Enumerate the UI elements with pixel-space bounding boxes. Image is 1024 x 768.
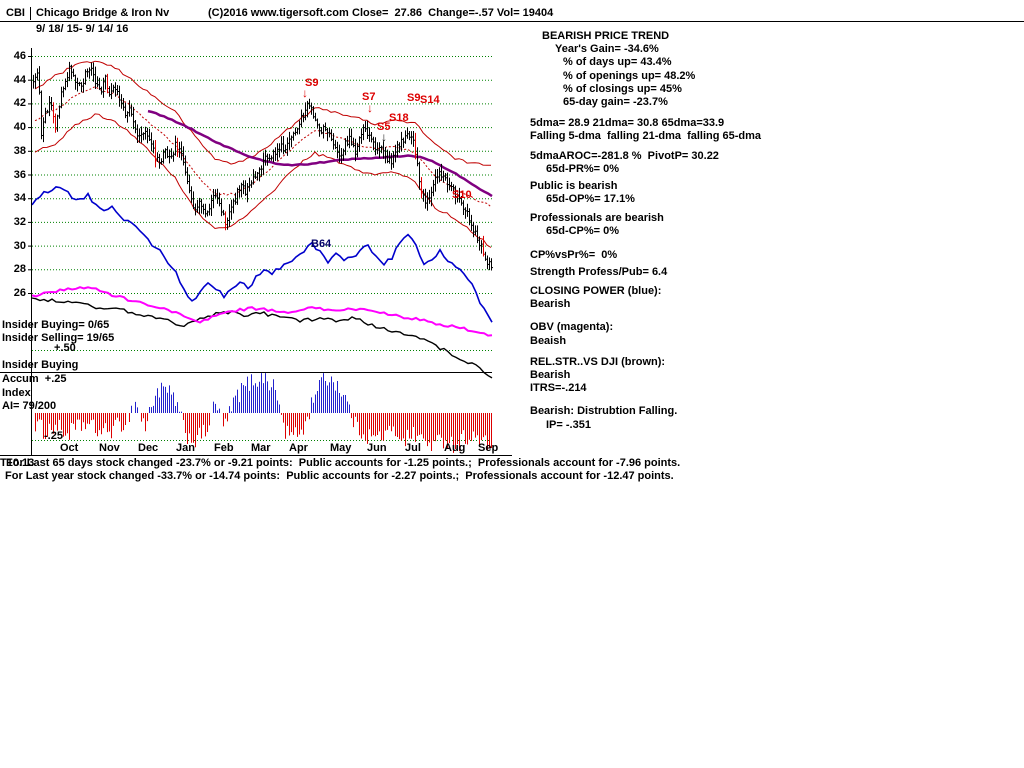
price-tick-label: 32: [13, 216, 26, 228]
price-tick-label: 30: [13, 240, 26, 252]
closing-power-status: Bearish: [530, 298, 571, 311]
price-tick-label: 36: [13, 169, 26, 181]
stat-65d-cp: 65d-CP%= 0%: [546, 225, 620, 238]
summary-line-65day: For Last 65 days stock changed -23.7% or…: [6, 457, 681, 469]
stat-65d-op: 65d-OP%= 17.1%: [546, 193, 635, 206]
professional-sentiment: Professionals are bearish: [530, 212, 664, 225]
signal-label-s5: S5: [377, 121, 391, 133]
rel-str-status: Bearish: [530, 368, 571, 381]
insider-buying-count: Insider Buying= 0/65: [2, 319, 110, 331]
distribution-status: Bearish: Distrubtion Falling.: [530, 405, 678, 418]
stat-65day-gain: 65-day gain= -23.7%: [563, 95, 668, 108]
stat-itrs: ITRS=-.214: [530, 382, 587, 395]
price-tick-label: 46: [13, 50, 26, 62]
signal-label-s9: S9: [305, 77, 319, 89]
stat-closings-up: % of closings up= 45%: [563, 82, 682, 95]
signal-arrow-icon: ↓: [302, 86, 308, 100]
obv-status: Beaish: [530, 334, 567, 347]
analysis-panel: BEARISH PRICE TREND Year's Gain= -34.6% …: [530, 30, 1010, 432]
panel-trend-header: BEARISH PRICE TREND: [542, 30, 670, 42]
public-sentiment: Public is bearish: [530, 179, 618, 192]
closing-power-header: CLOSING POWER (blue):: [530, 285, 662, 297]
month-label: Apr: [289, 442, 308, 454]
month-label: May: [330, 442, 352, 454]
insider-selling-count: Insider Selling= 19/65: [2, 332, 115, 344]
title-bar: CBI Chicago Bridge & Iron Nv (C)2016 www…: [0, 7, 1024, 20]
price-tick-label: 42: [13, 97, 26, 109]
accum-index-label: Accum +.25: [2, 373, 67, 385]
stock-name: Chicago Bridge & Iron Nv: [36, 7, 170, 19]
stat-openings-up: % of openings up= 48.2%: [563, 69, 696, 82]
stat-cp-vs-pr: CP%vsPr%= 0%: [530, 248, 618, 261]
bottom-overlay-value: T10.13: [0, 457, 35, 469]
price-tick-label: 34: [13, 192, 26, 204]
month-label: Jan: [176, 442, 195, 454]
month-label: Sep: [478, 442, 499, 454]
signal-label-b64: B64: [311, 238, 332, 250]
month-label: Oct: [60, 442, 79, 454]
rel-str-header: REL.STR..VS DJI (brown):: [530, 355, 666, 368]
accum-scale-minus25: -.25: [44, 430, 63, 442]
stat-ip: IP= -.351: [546, 418, 591, 431]
obv-header: OBV (magenta):: [530, 321, 614, 334]
signal-label-s18: S18: [389, 112, 409, 124]
date-range: 9/ 18/ 15- 9/ 14/ 16: [36, 23, 129, 35]
ticker-symbol: CBI: [6, 7, 25, 19]
month-label: Feb: [214, 442, 234, 454]
stat-dmas: 5dma= 28.9 21dma= 30.8 65dma=33.9: [530, 117, 725, 130]
stat-aroc-pivot: 5dmaAROC=-281.8 % PivotP= 30.22: [530, 149, 719, 162]
stat-65d-pr: 65d-PR%= 0%: [546, 162, 620, 175]
summary-line-year: For Last year stock changed -33.7% or -1…: [5, 470, 674, 482]
price-tick-label: 28: [13, 263, 26, 275]
stat-days-up: % of days up= 43.4%: [563, 56, 672, 69]
signal-label-s10: S10: [452, 189, 472, 201]
stat-strength-ratio: Strength Profess/Pub= 6.4: [530, 265, 668, 278]
price-tick-label: 40: [13, 121, 26, 133]
month-label: Nov: [99, 442, 120, 454]
signal-arrow-icon: ↓: [381, 130, 387, 144]
signal-arrow-icon: ↓: [367, 101, 373, 115]
copyright: (C)2016 www.tigersoft.com: [208, 7, 349, 19]
signal-label-s14: S14: [420, 94, 440, 106]
month-label: Aug: [444, 442, 466, 454]
month-label: Jun: [367, 442, 387, 454]
stat-years-gain: Year's Gain= -34.6%: [555, 43, 659, 56]
price-tick-label: 26: [13, 287, 26, 299]
month-label: Jul: [405, 442, 421, 454]
price-tick-label: 44: [13, 74, 26, 86]
price-tick-label: 38: [13, 145, 26, 157]
index-label: Index: [2, 387, 31, 399]
stat-dma-directions: Falling 5-dma falling 21-dma falling 65-…: [530, 130, 762, 143]
month-label: Dec: [138, 442, 159, 454]
accum-scale-plus50: +.50: [54, 342, 76, 354]
signal-label-s9: S9: [407, 92, 421, 104]
month-label: Mar: [251, 442, 271, 454]
ai-value: AI= 79/200: [2, 400, 57, 412]
insider-buying-label: Insider Buying: [2, 359, 79, 371]
signal-label-s7: S7: [362, 91, 376, 103]
price-stats: Close= 27.86 Change=-.57 Vol= 19404: [352, 7, 554, 19]
